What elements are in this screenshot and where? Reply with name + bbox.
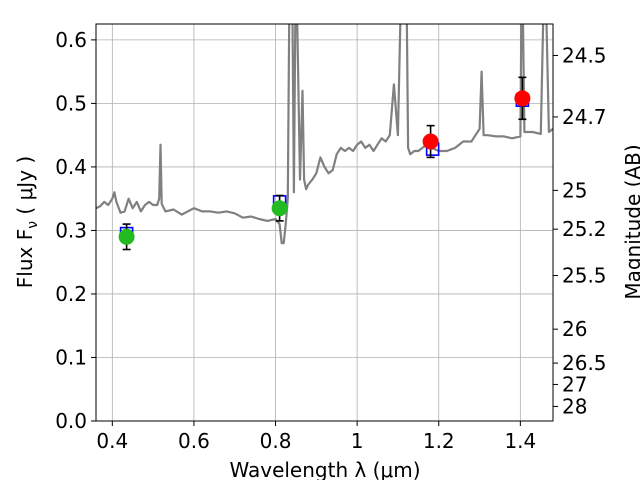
y-tick-label: 0.4 (55, 155, 87, 179)
observed-point (271, 200, 288, 217)
y2-axis-label: Magnitude (AB) (621, 144, 640, 299)
y-axis: 0.0 0.1 0.2 0.3 0.4 0.5 0.6 (55, 28, 96, 433)
x-axis: 0.4 0.6 0.8 1 1.2 1.4 (96, 421, 536, 453)
y2-tick-label: 25.5 (562, 263, 607, 287)
x-tick-label: 0.4 (96, 429, 128, 453)
plot-frame (95, 23, 554, 422)
y2-tick-label: 25.2 (562, 217, 607, 241)
y-tick-label: 0.6 (55, 28, 87, 52)
y2-tick-label: 26 (562, 317, 587, 341)
y2-tick-label: 27 (562, 372, 587, 396)
x-tick-label: 0.6 (178, 429, 210, 453)
observed-point (514, 90, 531, 107)
x-tick-label: 1.4 (504, 429, 536, 453)
plot-area (96, 24, 553, 251)
x-tick-label: 1 (351, 429, 364, 453)
plot-background (96, 24, 553, 421)
y-tick-label: 0.2 (55, 282, 87, 306)
y2-tick-label: 25 (562, 178, 587, 202)
y-axis-label: Flux Fν ( μJy ) (13, 156, 41, 288)
y-tick-label: 0.5 (55, 91, 87, 115)
y2-tick-label: 28 (562, 394, 587, 418)
model-spectrum-line (96, 24, 553, 245)
y-tick-label: 0.3 (55, 218, 87, 242)
observed-point (118, 228, 135, 245)
y2-tick-label: 26.5 (562, 351, 607, 375)
observed-point (422, 133, 439, 150)
y-tick-label: 0.0 (55, 409, 87, 433)
x-tick-label: 1.2 (423, 429, 455, 453)
x-axis-label: Wavelength λ (μm) (229, 458, 420, 480)
x-tick-label: 0.8 (260, 429, 292, 453)
y2-tick-label: 24.5 (562, 43, 607, 67)
y-tick-label: 0.1 (55, 345, 87, 369)
y2-tick-label: 24.7 (562, 105, 607, 129)
